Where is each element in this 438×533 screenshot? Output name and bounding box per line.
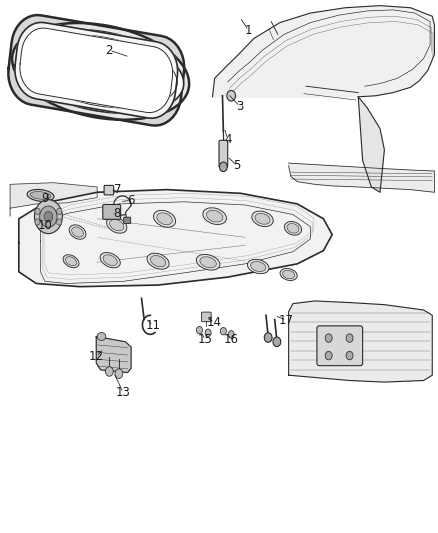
Circle shape [325, 351, 332, 360]
Ellipse shape [196, 254, 220, 270]
Ellipse shape [12, 23, 189, 120]
Ellipse shape [24, 35, 177, 108]
Text: 15: 15 [198, 333, 212, 346]
Polygon shape [212, 6, 434, 97]
Ellipse shape [284, 222, 302, 235]
Ellipse shape [30, 191, 51, 199]
Polygon shape [358, 97, 385, 192]
Ellipse shape [106, 217, 127, 233]
Ellipse shape [110, 220, 124, 231]
Circle shape [346, 351, 353, 360]
Circle shape [196, 326, 202, 334]
Circle shape [227, 91, 236, 101]
Text: 3: 3 [236, 100, 244, 113]
Text: 17: 17 [279, 314, 294, 327]
FancyBboxPatch shape [219, 140, 228, 167]
Text: 8: 8 [113, 207, 120, 220]
FancyBboxPatch shape [317, 326, 363, 366]
Polygon shape [289, 301, 432, 382]
Circle shape [346, 334, 353, 342]
Ellipse shape [154, 211, 176, 227]
Ellipse shape [283, 270, 295, 279]
Ellipse shape [251, 262, 266, 271]
Polygon shape [15, 22, 178, 118]
Circle shape [44, 212, 53, 222]
Ellipse shape [206, 211, 223, 222]
Polygon shape [10, 183, 97, 216]
Text: 4: 4 [224, 133, 231, 146]
Circle shape [273, 337, 281, 346]
Ellipse shape [27, 189, 54, 201]
Ellipse shape [63, 255, 79, 268]
Circle shape [205, 329, 211, 336]
Circle shape [35, 219, 40, 225]
Polygon shape [8, 15, 184, 126]
Circle shape [325, 334, 332, 342]
Circle shape [219, 162, 227, 172]
Circle shape [115, 369, 123, 378]
Circle shape [264, 333, 272, 342]
Ellipse shape [252, 211, 273, 227]
Text: 9: 9 [41, 192, 49, 205]
Polygon shape [19, 190, 332, 287]
Circle shape [40, 206, 57, 227]
Text: 5: 5 [233, 159, 241, 172]
Ellipse shape [72, 227, 83, 237]
FancyBboxPatch shape [201, 312, 211, 321]
Ellipse shape [100, 253, 120, 268]
Text: 11: 11 [145, 319, 160, 333]
Circle shape [57, 219, 62, 225]
Polygon shape [289, 163, 434, 192]
Text: 1: 1 [245, 24, 252, 37]
FancyBboxPatch shape [103, 205, 120, 219]
Ellipse shape [200, 257, 216, 268]
Circle shape [228, 330, 234, 338]
Text: 16: 16 [224, 333, 239, 346]
Circle shape [57, 208, 62, 215]
Text: 2: 2 [106, 44, 113, 56]
Ellipse shape [65, 257, 77, 266]
Text: 7: 7 [114, 183, 122, 196]
Ellipse shape [255, 213, 270, 224]
FancyBboxPatch shape [124, 217, 131, 223]
Text: 6: 6 [127, 193, 135, 207]
Circle shape [106, 367, 113, 376]
Ellipse shape [97, 333, 106, 341]
Ellipse shape [157, 213, 172, 225]
Circle shape [35, 200, 62, 233]
Circle shape [220, 327, 226, 335]
Ellipse shape [203, 208, 226, 224]
Ellipse shape [18, 29, 184, 113]
Text: 10: 10 [38, 219, 53, 232]
Text: 12: 12 [89, 350, 104, 363]
Text: 13: 13 [116, 386, 131, 399]
Text: 14: 14 [207, 316, 222, 329]
Ellipse shape [247, 260, 269, 273]
Circle shape [35, 208, 40, 215]
Ellipse shape [150, 256, 166, 267]
Ellipse shape [280, 269, 297, 280]
FancyBboxPatch shape [104, 185, 114, 195]
Ellipse shape [147, 253, 169, 269]
Polygon shape [96, 336, 131, 373]
Ellipse shape [287, 223, 299, 233]
Polygon shape [20, 28, 173, 112]
Ellipse shape [69, 225, 86, 239]
Ellipse shape [103, 255, 117, 265]
